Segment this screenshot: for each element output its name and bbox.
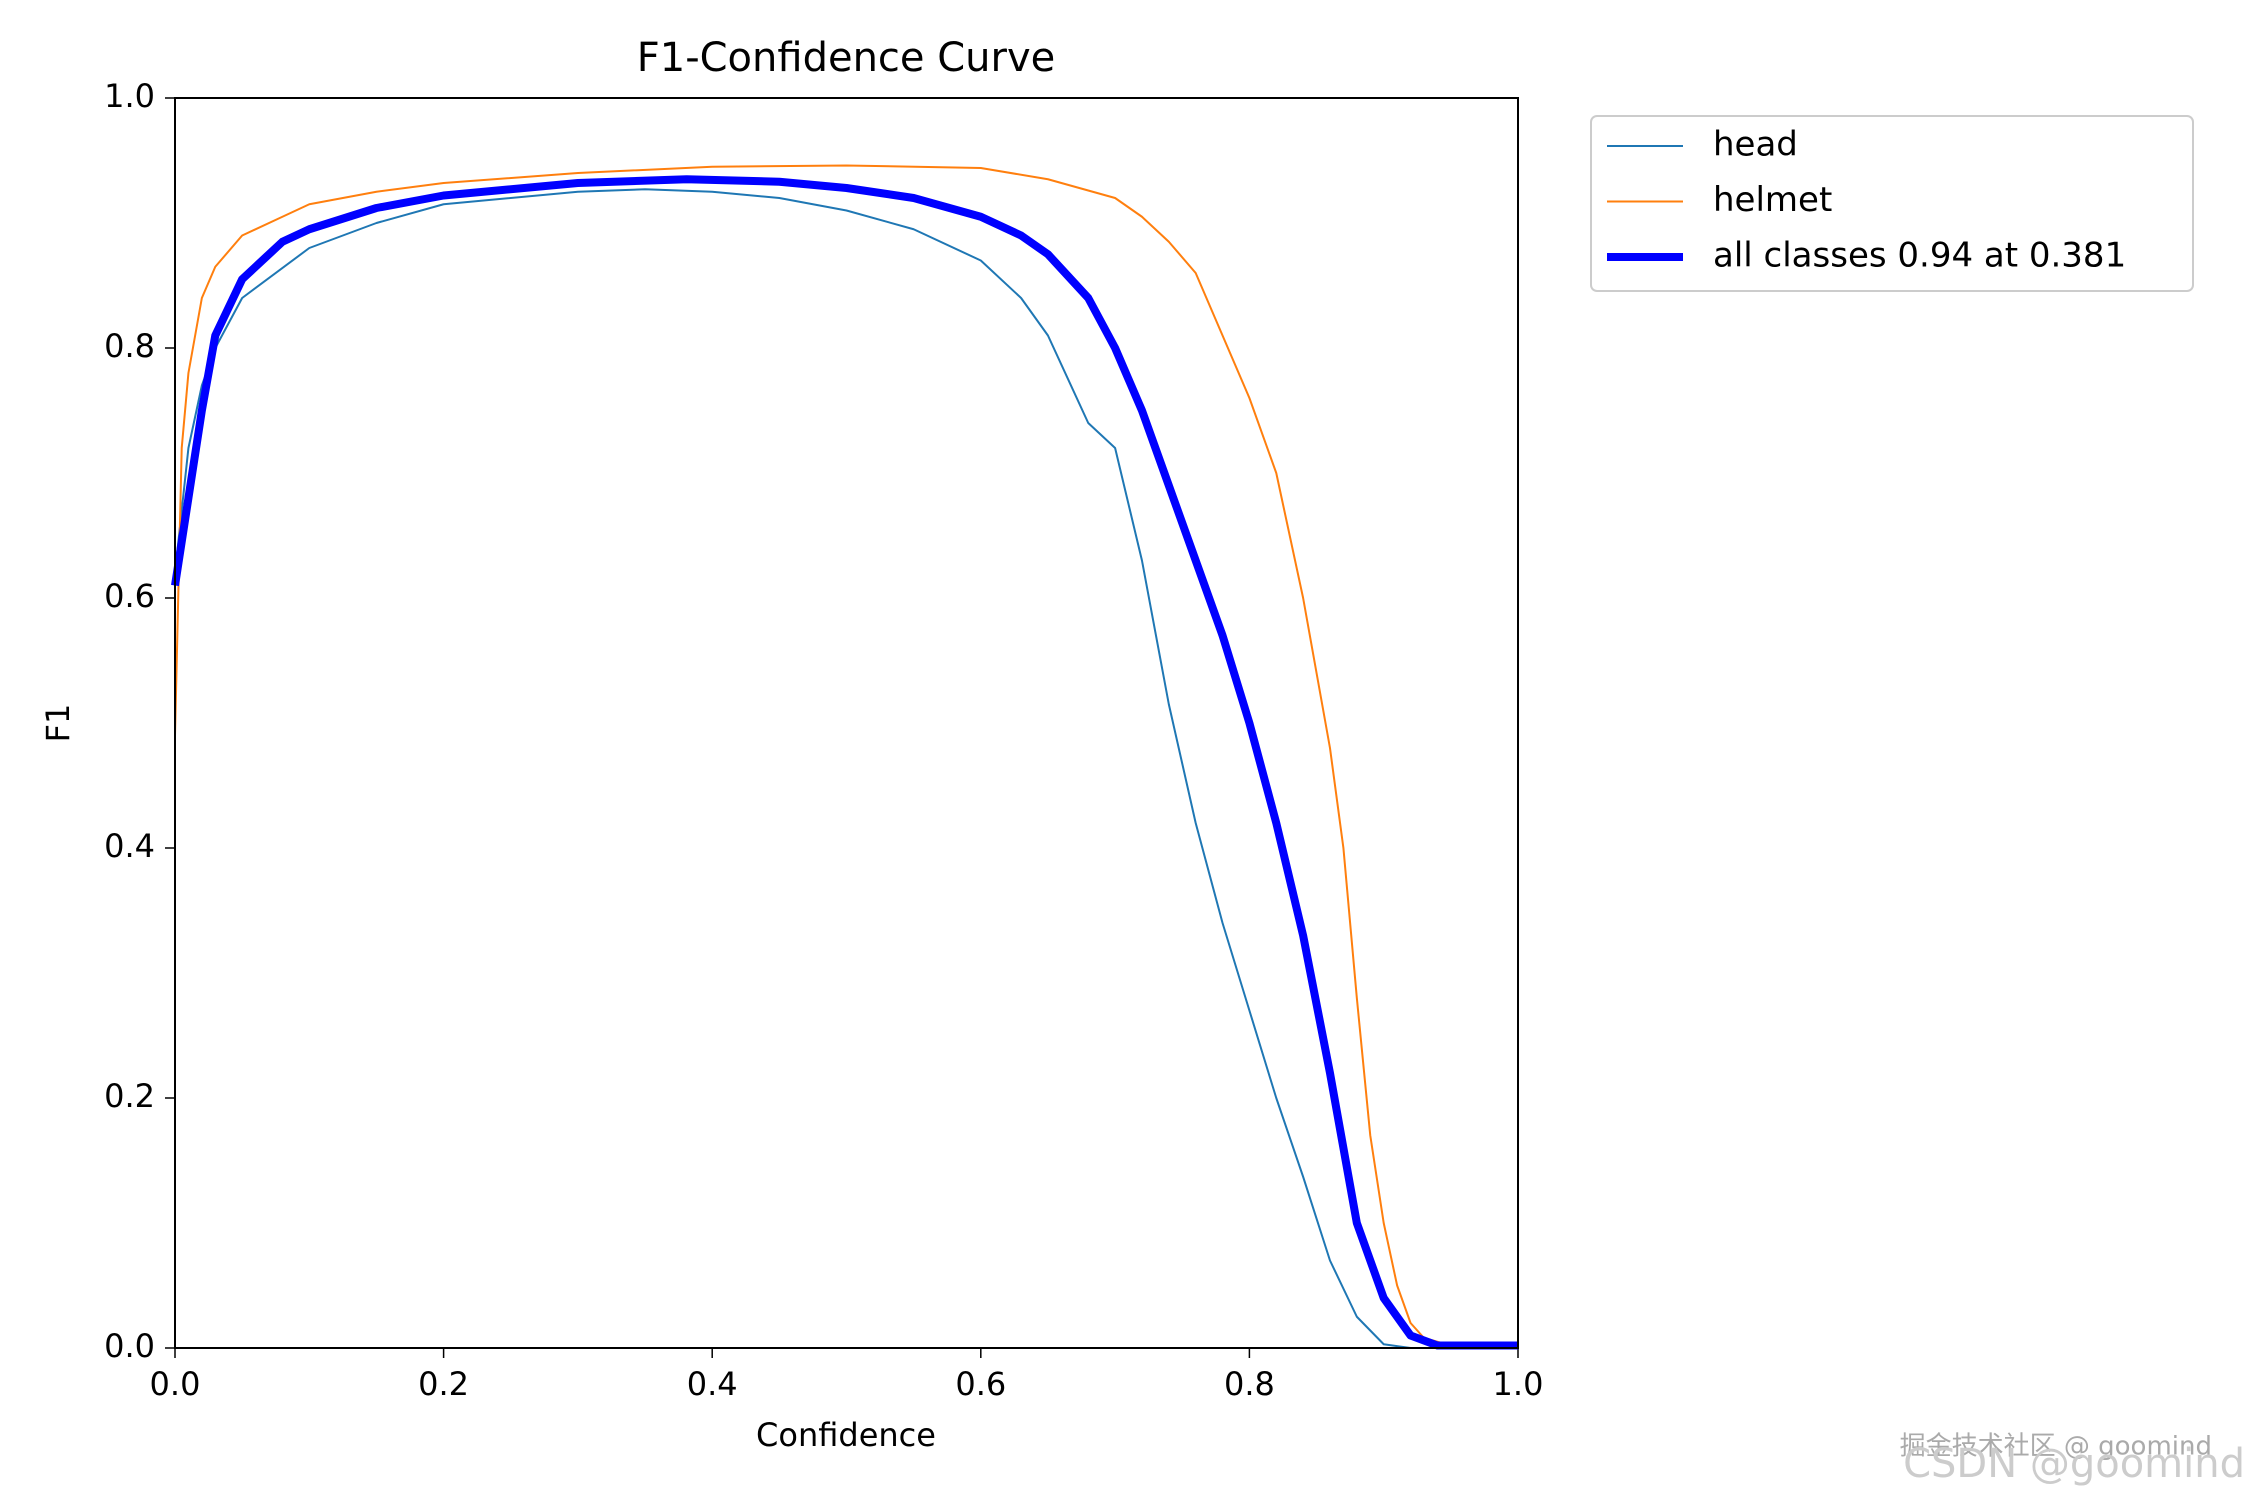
y-tick-label: 1.0	[104, 77, 155, 115]
series-line	[171, 175, 1518, 1350]
plot-frame	[174, 97, 1519, 1349]
y-tick-label: 0.0	[104, 1327, 155, 1365]
y-tick-label: 0.4	[104, 827, 155, 865]
series-line	[174, 188, 1518, 1349]
watermark: CSDN @goomind	[1903, 1441, 2245, 1487]
x-tick-label: 1.0	[1493, 1365, 1544, 1403]
x-tick-label: 0.0	[150, 1365, 201, 1403]
x-tick-label: 0.2	[418, 1365, 469, 1403]
x-tick-label: 0.8	[1224, 1365, 1275, 1403]
y-axis-label: F1	[39, 704, 77, 743]
legend-box	[1590, 115, 2194, 292]
y-tick-label: 0.2	[104, 1077, 155, 1115]
x-tick-label: 0.6	[955, 1365, 1006, 1403]
legend-label: helmet	[1713, 180, 1832, 220]
x-axis-label: Confidence	[756, 1416, 936, 1454]
y-tick-label: 0.8	[104, 327, 155, 365]
x-tick-label: 0.4	[687, 1365, 738, 1403]
y-tick-label: 0.6	[104, 577, 155, 615]
watermark: 掘金技术社区 @ goomind	[1900, 1432, 2212, 1462]
series-line	[174, 164, 1518, 1347]
legend-label: head	[1713, 125, 1798, 165]
chart-title: F1-Confidence Curve	[637, 35, 1056, 81]
legend-label: all classes 0.94 at 0.381	[1713, 236, 2126, 276]
